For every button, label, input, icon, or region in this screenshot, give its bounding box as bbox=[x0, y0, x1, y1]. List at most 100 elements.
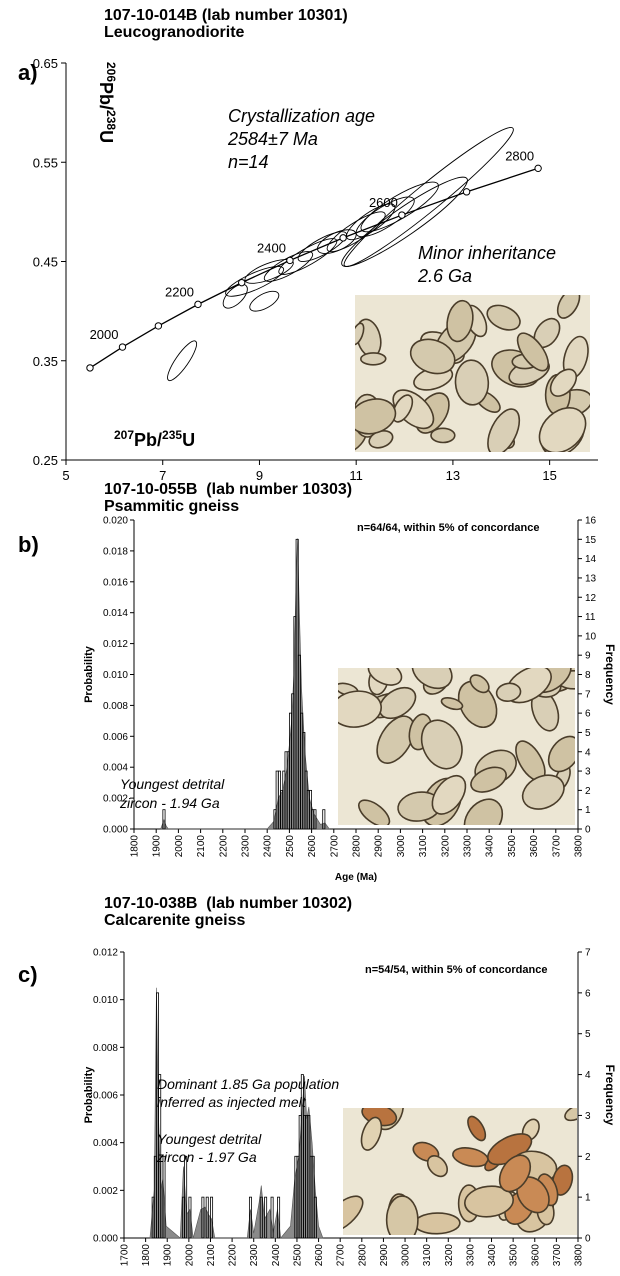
annotation: 2.6 Ga bbox=[417, 266, 472, 286]
histogram-bar bbox=[313, 809, 317, 830]
annotation: Youngest detrital bbox=[120, 776, 225, 792]
label-part: U bbox=[182, 430, 195, 450]
zircon-grain bbox=[426, 1155, 448, 1178]
concordia-point bbox=[194, 300, 202, 309]
zircon-grain bbox=[440, 697, 464, 711]
y-tick-label: 0.008 bbox=[103, 701, 128, 712]
y-tick-label: 0.012 bbox=[103, 639, 128, 650]
y2-tick-label: 1 bbox=[585, 805, 591, 816]
zircon-grain bbox=[556, 295, 581, 319]
y-tick-label: 0.010 bbox=[93, 995, 118, 1006]
x-tick-label: 2000 bbox=[184, 1244, 195, 1267]
zircon-grain bbox=[376, 715, 415, 764]
zircon-grain bbox=[498, 1154, 532, 1193]
y-tick-label: 0.006 bbox=[103, 732, 128, 743]
x-axis-label: Age (Ma) bbox=[335, 872, 377, 883]
x-tick-label: 2400 bbox=[271, 1244, 282, 1267]
annotation: zircon - 1.97 Ga bbox=[156, 1149, 257, 1165]
y2-tick-label: 8 bbox=[585, 670, 591, 681]
x-tick-label: 3100 bbox=[422, 1244, 433, 1267]
y2-tick-label: 1 bbox=[585, 1193, 591, 1204]
x-tick-label: 3300 bbox=[465, 1244, 476, 1267]
y-tick-label: 0.008 bbox=[93, 1043, 118, 1054]
panel-label: b) bbox=[18, 532, 39, 557]
y2-tick-label: 12 bbox=[585, 593, 597, 604]
y2-tick-label: 6 bbox=[585, 709, 591, 720]
x-tick-label: 3400 bbox=[485, 835, 496, 858]
histogram-bar bbox=[322, 809, 326, 830]
annotation: Dominant 1.85 Ga population bbox=[157, 1076, 339, 1092]
y-axis-label: Probability bbox=[83, 1066, 95, 1124]
x-tick-label: 2300 bbox=[249, 1244, 260, 1267]
y-tick-label: 0.016 bbox=[103, 577, 128, 588]
zircon-grain bbox=[551, 1164, 574, 1196]
zircon-grain bbox=[392, 394, 414, 423]
error-ellipse bbox=[222, 283, 248, 309]
x-tick-label: 3100 bbox=[418, 835, 429, 858]
concordia-point bbox=[86, 364, 94, 372]
y2-tick-label: 15 bbox=[585, 535, 597, 546]
histogram-bar bbox=[205, 1196, 209, 1239]
chart-subtitle: Leucogranodiorite bbox=[104, 24, 245, 41]
histogram-bar bbox=[188, 1196, 192, 1239]
x-tick-label: 2100 bbox=[196, 835, 207, 858]
y2-tick-label: 2 bbox=[585, 1152, 591, 1163]
zircon-grain bbox=[487, 408, 521, 452]
annotation: n=54/54, within 5% of concordance bbox=[365, 964, 547, 976]
x-axis-label: 207Pb/235U bbox=[114, 428, 195, 450]
y-tick-label: 0.35 bbox=[33, 354, 58, 369]
y-tick-label: 0.000 bbox=[103, 825, 128, 836]
label-part: 207 bbox=[114, 428, 134, 442]
concordia-point bbox=[462, 188, 471, 196]
annotation: Minor inheritance bbox=[418, 243, 556, 263]
concordia-point bbox=[339, 234, 347, 242]
y-tick-label: 0.020 bbox=[103, 516, 128, 527]
error-ellipse bbox=[355, 196, 415, 238]
histogram-bar bbox=[162, 1155, 166, 1239]
histogram-bar bbox=[162, 809, 166, 830]
x-tick-label: 3800 bbox=[574, 835, 585, 858]
zircon-grain bbox=[367, 668, 403, 686]
zircon-grain bbox=[338, 690, 382, 728]
zircon-grain bbox=[446, 299, 474, 343]
x-tick-label: 2800 bbox=[352, 835, 363, 858]
annotation: n=14 bbox=[228, 152, 269, 172]
annotation: inferred as injected melt bbox=[157, 1094, 307, 1110]
y-tick-label: 0.45 bbox=[33, 255, 58, 270]
y-tick-label: 0.010 bbox=[103, 670, 128, 681]
zircon-grain bbox=[343, 1195, 364, 1233]
zircon-grain bbox=[495, 682, 522, 702]
error-ellipse bbox=[225, 266, 285, 297]
zircon-grain bbox=[516, 332, 550, 372]
x-tick-label: 3600 bbox=[530, 1244, 541, 1267]
zircon-grain bbox=[564, 1108, 577, 1122]
y-tick-label: 0.55 bbox=[33, 155, 58, 170]
zircon-grain bbox=[521, 774, 565, 810]
zircon-grain bbox=[378, 686, 417, 720]
x-tick-label: 3700 bbox=[552, 1244, 563, 1267]
error-ellipse bbox=[249, 290, 280, 312]
histogram-bar bbox=[313, 1196, 317, 1239]
zircon-grain bbox=[467, 1115, 487, 1142]
y2-tick-label: 0 bbox=[585, 1234, 591, 1245]
error-ellipse bbox=[167, 340, 198, 382]
x-tick-label: 3000 bbox=[396, 835, 407, 858]
photo-inset bbox=[355, 295, 590, 452]
y-tick-label: 0.006 bbox=[93, 1091, 118, 1102]
x-tick-label: 1700 bbox=[120, 1244, 131, 1267]
x-tick-label: 3800 bbox=[574, 1244, 585, 1267]
zircon-grain bbox=[409, 338, 456, 375]
x-tick-label: 1800 bbox=[141, 1244, 152, 1267]
concordia-point bbox=[238, 278, 246, 287]
chart-subtitle: Calcarenite gneiss bbox=[104, 912, 246, 929]
x-tick-label: 2400 bbox=[263, 835, 274, 858]
annotation: n=64/64, within 5% of concordance bbox=[357, 522, 539, 534]
label-part: U bbox=[96, 130, 116, 143]
zircon-grain bbox=[469, 674, 490, 694]
y-axis-label: Probability bbox=[83, 645, 95, 703]
label-part: 235 bbox=[162, 428, 182, 442]
zircon-grain bbox=[464, 1185, 514, 1218]
probability-curve bbox=[160, 538, 330, 830]
chart-title: 107-10-038B (lab number 10302) bbox=[104, 895, 352, 912]
